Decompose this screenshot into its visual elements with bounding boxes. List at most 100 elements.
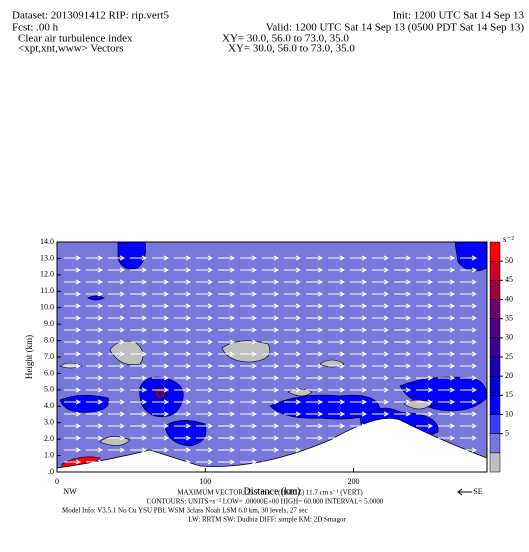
vector <box>196 435 214 441</box>
colorbar-tick-label: 50 <box>505 256 513 265</box>
vector <box>130 375 148 381</box>
vector <box>350 447 368 453</box>
vector <box>130 291 148 297</box>
vector <box>394 423 412 429</box>
vector <box>306 315 324 321</box>
vector <box>86 447 104 453</box>
vector <box>86 255 104 261</box>
vector <box>64 363 82 369</box>
vector <box>394 447 412 453</box>
vector <box>350 411 368 417</box>
vector <box>284 435 302 441</box>
vector <box>218 267 236 273</box>
vector <box>460 255 478 261</box>
vector <box>284 363 302 369</box>
vector <box>284 411 302 417</box>
vector <box>64 267 82 273</box>
vector <box>152 339 170 345</box>
vector <box>174 339 192 345</box>
vector <box>174 459 192 465</box>
vector <box>108 375 126 381</box>
contour-region <box>153 386 167 400</box>
colorbar-segment <box>489 375 501 396</box>
vector <box>108 435 126 441</box>
vector <box>130 363 148 369</box>
vector <box>218 375 236 381</box>
vector <box>460 291 478 297</box>
vector <box>350 351 368 357</box>
direction-arrow <box>457 488 472 496</box>
vector <box>416 291 434 297</box>
vector <box>218 447 236 453</box>
vector <box>218 435 236 441</box>
y-tick-label: 14.0 <box>40 237 54 246</box>
vector <box>262 315 280 321</box>
vector <box>108 267 126 273</box>
vector <box>86 267 104 273</box>
vector <box>130 339 148 345</box>
vector <box>460 363 478 369</box>
vector <box>86 411 104 417</box>
vector <box>196 411 214 417</box>
vector <box>240 411 258 417</box>
vector <box>372 267 390 273</box>
vector <box>460 411 478 417</box>
vector <box>240 423 258 429</box>
vector <box>284 447 302 453</box>
vector <box>262 363 280 369</box>
vector <box>196 279 214 285</box>
vector <box>86 435 104 441</box>
contour-region <box>87 295 105 301</box>
vector <box>130 303 148 309</box>
colorbar-segment <box>489 452 501 473</box>
vector <box>130 387 148 393</box>
vector <box>328 447 346 453</box>
y-tick-label: 7.0 <box>44 352 54 361</box>
vector <box>218 351 236 357</box>
vector <box>438 255 456 261</box>
vector <box>64 387 82 393</box>
vector <box>152 411 170 417</box>
contour-region <box>221 340 271 363</box>
vector <box>350 459 368 465</box>
vector <box>328 291 346 297</box>
vector <box>196 375 214 381</box>
vector <box>328 327 346 333</box>
y-axis-label: Height (km) <box>24 335 34 379</box>
vector <box>64 459 82 465</box>
vector <box>306 447 324 453</box>
vector <box>240 303 258 309</box>
vector <box>438 423 456 429</box>
vector <box>394 435 412 441</box>
vector <box>240 339 258 345</box>
vector <box>460 387 478 393</box>
footer-physics: LW: RRTM SW: Dudhia DIFF: simple KM: 2D … <box>188 516 346 524</box>
vector <box>416 375 434 381</box>
vector <box>306 303 324 309</box>
vector <box>284 255 302 261</box>
vector <box>394 339 412 345</box>
vector <box>416 387 434 393</box>
vector <box>240 375 258 381</box>
vector <box>130 411 148 417</box>
vector <box>218 315 236 321</box>
vector <box>218 399 236 405</box>
vector <box>240 279 258 285</box>
vector <box>86 303 104 309</box>
vector <box>262 459 280 465</box>
vector <box>438 279 456 285</box>
vector <box>240 315 258 321</box>
vector <box>218 423 236 429</box>
contour-region <box>319 359 345 368</box>
vector <box>372 447 390 453</box>
vector <box>262 423 280 429</box>
vector <box>328 267 346 273</box>
vector <box>416 447 434 453</box>
vector <box>64 315 82 321</box>
vector <box>108 363 126 369</box>
vector <box>152 363 170 369</box>
vector <box>438 411 456 417</box>
y-tick-label: 3.0 <box>44 418 54 427</box>
vector <box>438 375 456 381</box>
vector <box>460 339 478 345</box>
